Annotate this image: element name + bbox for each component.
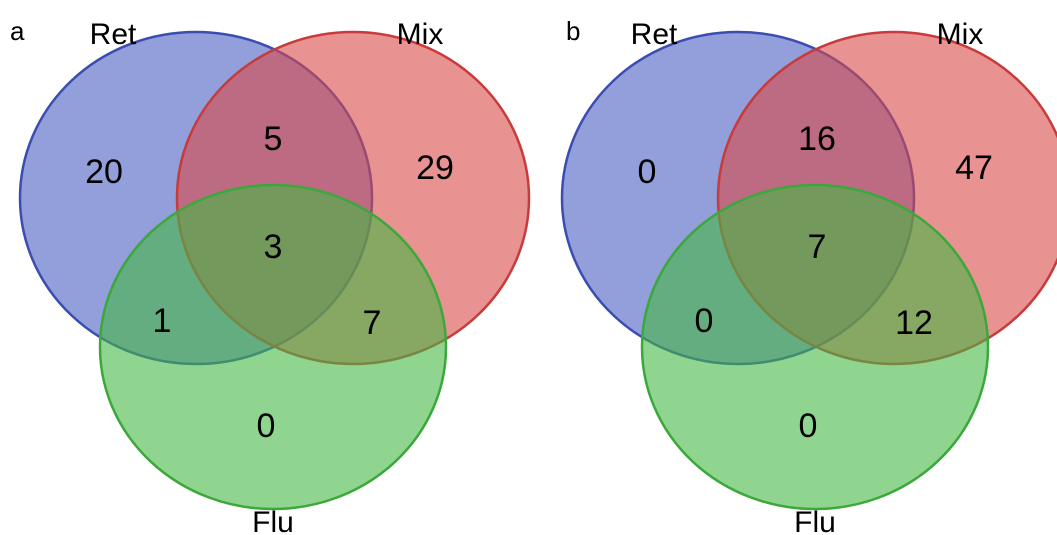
count-ret-mix-a: 5 [264,120,283,158]
count-all-b: 7 [808,228,827,266]
flu-circle-a [98,183,448,511]
count-ret-flu-a: 1 [153,302,172,340]
count-mix-flu-b: 12 [895,304,933,342]
count-mix-only-b: 47 [955,149,993,187]
set-label-flu-a: Flu [252,506,294,535]
count-ret-mix-b: 16 [798,120,836,158]
set-label-mix-a: Mix [397,18,444,51]
set-label-ret-a: Ret [90,18,137,51]
venn-panel-a: a Ret Mix Flu 20 29 0 5 1 7 3 [10,16,531,535]
count-mix-only-a: 29 [416,149,454,187]
count-ret-only-a: 20 [85,153,123,191]
count-ret-only-b: 0 [638,153,657,191]
set-label-ret-b: Ret [631,18,678,51]
count-flu-only-b: 0 [799,407,818,445]
panel-letter-b: b [566,16,580,46]
set-label-mix-b: Mix [937,18,984,51]
count-ret-flu-b: 0 [695,302,714,340]
count-mix-flu-a: 7 [363,304,382,342]
set-label-flu-b: Flu [794,506,836,535]
panel-letter-a: a [10,16,25,46]
venn-panel-b: b Ret Mix Flu 0 47 0 16 0 12 7 [560,16,1057,535]
flu-circle-b [640,183,990,511]
count-flu-only-a: 0 [257,407,276,445]
count-all-a: 3 [264,228,283,266]
